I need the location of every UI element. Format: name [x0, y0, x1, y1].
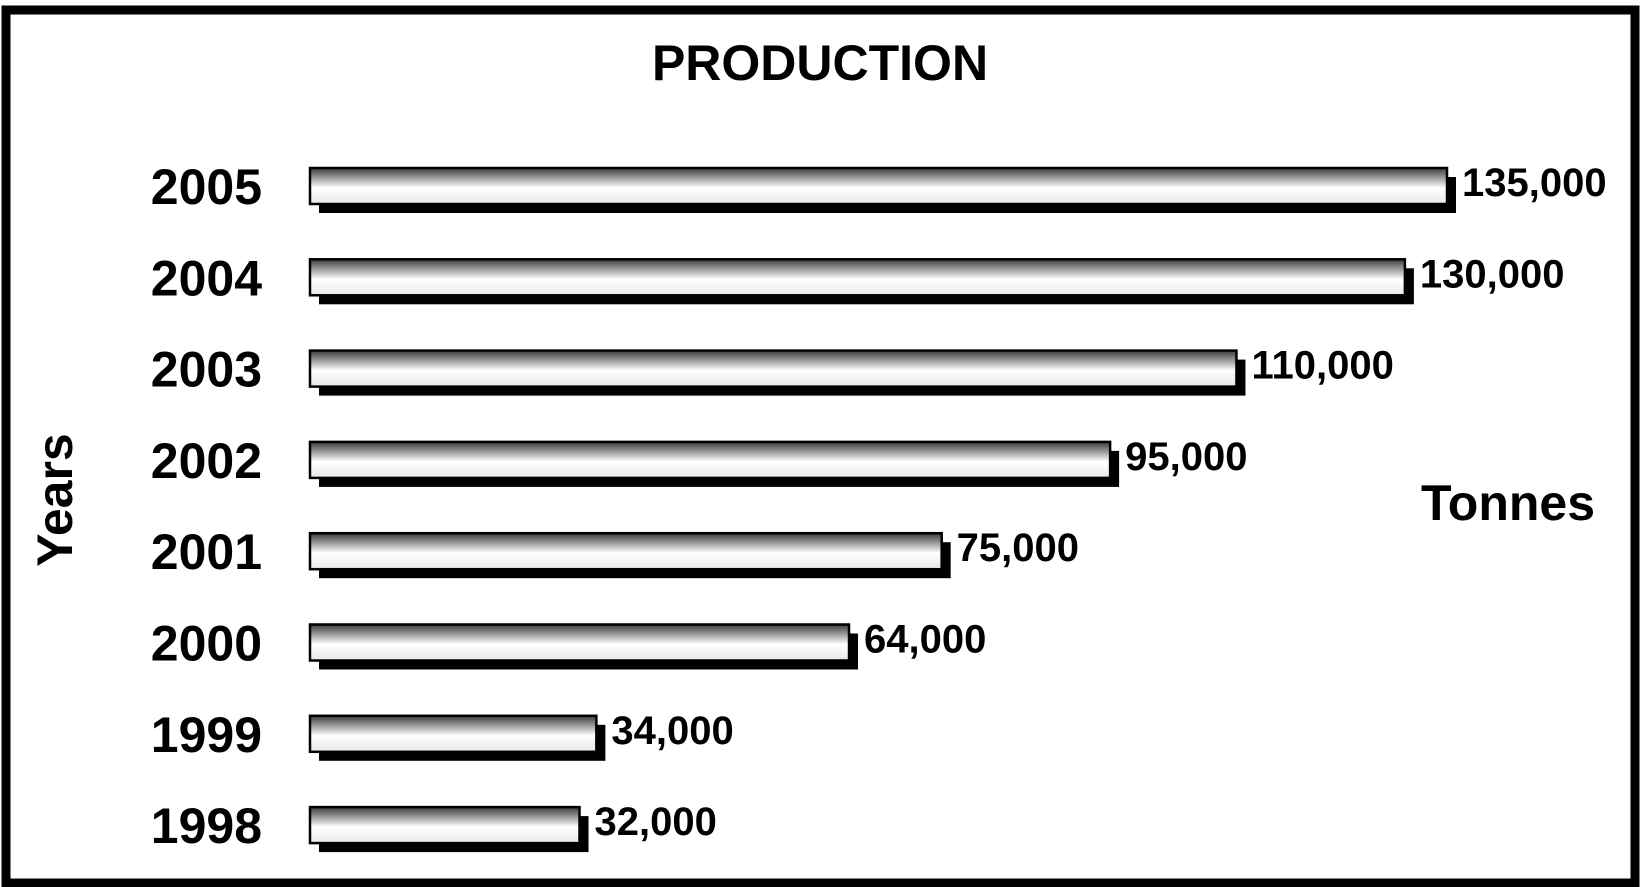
- bar: [308, 440, 1112, 480]
- y-tick-label: 2004: [151, 250, 262, 306]
- data-label: 32,000: [595, 800, 717, 844]
- y-tick-label: 2005: [151, 159, 262, 215]
- bar: [308, 714, 598, 754]
- data-label: 95,000: [1125, 435, 1247, 479]
- bar: [308, 623, 851, 662]
- chart-title: PRODUCTION: [652, 35, 988, 91]
- y-tick-label: 2002: [151, 433, 262, 489]
- y-axis-label: Years: [27, 433, 83, 566]
- data-label: 34,000: [611, 709, 733, 753]
- bar: [308, 166, 1449, 206]
- data-label: 75,000: [957, 526, 1079, 570]
- y-tick-label: 1999: [151, 707, 262, 763]
- bar: [308, 258, 1407, 297]
- y-tick-label: 2000: [151, 616, 262, 672]
- data-label: 135,000: [1462, 161, 1607, 205]
- y-tick-label: 2003: [151, 342, 262, 398]
- y-tick-label: 1998: [151, 798, 262, 854]
- bar: [308, 531, 943, 571]
- y-tick-label: 2001: [151, 524, 262, 580]
- bar: [308, 805, 581, 845]
- data-label: 130,000: [1420, 252, 1565, 296]
- bar: [308, 349, 1238, 388]
- data-label: 110,000: [1251, 344, 1393, 388]
- x-axis-unit-label: Tonnes: [1421, 475, 1595, 531]
- data-label: 64,000: [864, 618, 986, 662]
- bars-group: 2005 135,000 2004 130,000 2003 110,000 2002 95,…: [151, 159, 1607, 854]
